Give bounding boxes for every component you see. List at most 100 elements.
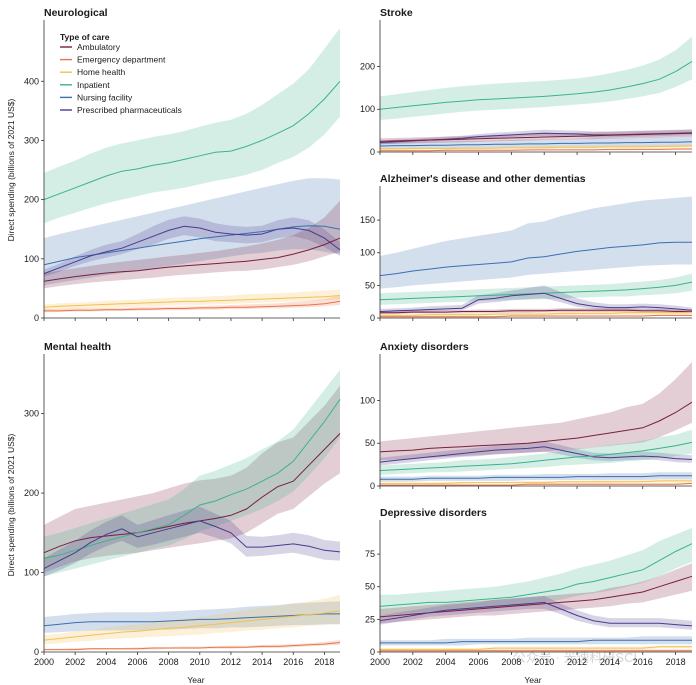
legend-item-ambulatory: Ambulatory bbox=[77, 42, 121, 52]
x-tick-label: 2012 bbox=[567, 657, 587, 667]
line-prescribed-pharmaceuticals bbox=[379, 601, 693, 627]
legend-item-nursing-facility: Nursing facility bbox=[77, 92, 133, 102]
line-prescribed-pharmaceuticals bbox=[379, 292, 693, 312]
x-tick-label: 2002 bbox=[403, 657, 423, 667]
line-nursing-facility bbox=[43, 613, 340, 627]
band-nursing-facility bbox=[44, 178, 340, 286]
y-tick-label: 0 bbox=[370, 147, 375, 157]
band-inpatient bbox=[380, 36, 692, 120]
y-tick-label: 200 bbox=[360, 61, 375, 71]
line-nursing-facility bbox=[379, 241, 692, 277]
line-ambulatory bbox=[43, 237, 341, 282]
panel-title: Mental health bbox=[44, 341, 111, 353]
y-tick-label: 200 bbox=[24, 195, 39, 205]
line-emergency-department bbox=[380, 148, 692, 152]
line-home-health bbox=[43, 295, 341, 308]
band-emergency-department bbox=[44, 295, 340, 313]
band-ambulatory bbox=[380, 563, 692, 624]
x-tick-label: 2014 bbox=[252, 657, 272, 667]
y-tick-label: 50 bbox=[365, 438, 375, 448]
y-tick-label: 25 bbox=[365, 614, 375, 624]
panel-title: Neurological bbox=[44, 7, 108, 19]
x-tick-label: 2006 bbox=[127, 657, 147, 667]
x-tick-label: 2012 bbox=[221, 657, 241, 667]
line-inpatient bbox=[379, 543, 693, 607]
line-nursing-facility bbox=[380, 475, 692, 480]
line-ambulatory bbox=[379, 132, 693, 142]
line-ambulatory bbox=[43, 433, 341, 554]
legend-item-emergency-department: Emergency department bbox=[77, 55, 166, 65]
x-tick-label: 2014 bbox=[600, 657, 620, 667]
line-inpatient bbox=[43, 399, 341, 559]
panel-alzheimer-s-disease-and-other-dementias: Alzheimer's disease and other dementias 0… bbox=[360, 173, 693, 323]
panel-anxiety-disorders: Anxiety disorders 0 50 100 bbox=[360, 341, 693, 491]
y-tick-label: 0 bbox=[34, 313, 39, 323]
legend-item-inpatient: Inpatient bbox=[77, 80, 110, 90]
x-tick-label: 2004 bbox=[436, 657, 456, 667]
line-emergency-department bbox=[44, 642, 341, 651]
panel-stroke: Stroke 0 100 200 bbox=[360, 7, 693, 157]
legend-item-prescribed-pharmaceuticals: Prescribed pharmaceuticals bbox=[77, 105, 182, 115]
band-nursing-facility bbox=[44, 601, 340, 633]
line-home-health bbox=[43, 610, 341, 641]
panel-neurological: Neurological 0 100 200 300 400 bbox=[24, 7, 341, 323]
panel-title: Stroke bbox=[380, 7, 413, 19]
y-tick-label: 150 bbox=[360, 215, 375, 225]
band-prescribed-pharmaceuticals bbox=[44, 506, 340, 577]
y-tick-label: 300 bbox=[24, 135, 39, 145]
band-prescribed-pharmaceuticals bbox=[380, 129, 692, 145]
x-tick-label: 2000 bbox=[34, 657, 54, 667]
panel-depressive-disorders: Depressive disorders 0 25 50 75 2000 2002 2004 2… bbox=[365, 507, 693, 667]
band-ambulatory bbox=[44, 200, 340, 289]
band-home-health bbox=[44, 289, 340, 311]
legend-item-home-health: Home health bbox=[77, 67, 125, 77]
y-tick-label: 100 bbox=[360, 395, 375, 405]
line-home-health bbox=[380, 480, 692, 484]
x-tick-label: 2008 bbox=[159, 657, 179, 667]
x-tick-label: 2008 bbox=[501, 657, 521, 667]
band-inpatient bbox=[380, 528, 692, 616]
band-ambulatory bbox=[44, 385, 340, 573]
band-prescribed-pharmaceuticals bbox=[380, 441, 692, 466]
line-ambulatory bbox=[380, 309, 692, 314]
band-prescribed-pharmaceuticals bbox=[380, 595, 692, 630]
line-prescribed-pharmaceuticals bbox=[43, 520, 341, 570]
band-inpatient bbox=[380, 429, 692, 475]
y-tick-label: 50 bbox=[365, 582, 375, 592]
line-emergency-department bbox=[380, 314, 692, 318]
y-tick-label: 100 bbox=[24, 254, 39, 264]
line-prescribed-pharmaceuticals bbox=[379, 446, 693, 463]
band-inpatient bbox=[44, 28, 340, 224]
x-tick-label: 2010 bbox=[190, 657, 210, 667]
y-tick-label: 100 bbox=[360, 104, 375, 114]
band-nursing-facility bbox=[380, 636, 692, 646]
line-home-health bbox=[380, 646, 692, 650]
y-tick-label: 300 bbox=[24, 409, 39, 419]
y-tick-label: 0 bbox=[370, 481, 375, 491]
line-inpatient bbox=[379, 60, 693, 110]
line-nursing-facility bbox=[380, 639, 692, 644]
x-tick-label: 2002 bbox=[65, 657, 85, 667]
band-ambulatory bbox=[380, 362, 692, 461]
panel-title: Alzheimer's disease and other dementias bbox=[380, 173, 586, 185]
x-tick-label: 2016 bbox=[633, 657, 653, 667]
line-ambulatory bbox=[379, 401, 693, 453]
x-axis-label-left: Year bbox=[187, 675, 204, 685]
legend-title: Type of care bbox=[60, 32, 110, 42]
line-home-health bbox=[380, 145, 693, 150]
band-nursing-facility bbox=[380, 136, 692, 149]
panel-title: Anxiety disorders bbox=[380, 341, 469, 353]
band-prescribed-pharmaceuticals bbox=[380, 285, 692, 314]
line-inpatient bbox=[379, 441, 693, 472]
line-prescribed-pharmaceuticals bbox=[43, 225, 341, 275]
x-tick-label: 2004 bbox=[96, 657, 116, 667]
band-nursing-facility bbox=[380, 196, 692, 289]
line-nursing-facility bbox=[379, 141, 693, 147]
panel-title: Depressive disorders bbox=[380, 507, 487, 519]
y-tick-label: 0 bbox=[370, 647, 375, 657]
line-inpatient bbox=[43, 80, 341, 201]
y-tick-label: 100 bbox=[360, 248, 375, 258]
x-tick-label: 2018 bbox=[666, 657, 686, 667]
